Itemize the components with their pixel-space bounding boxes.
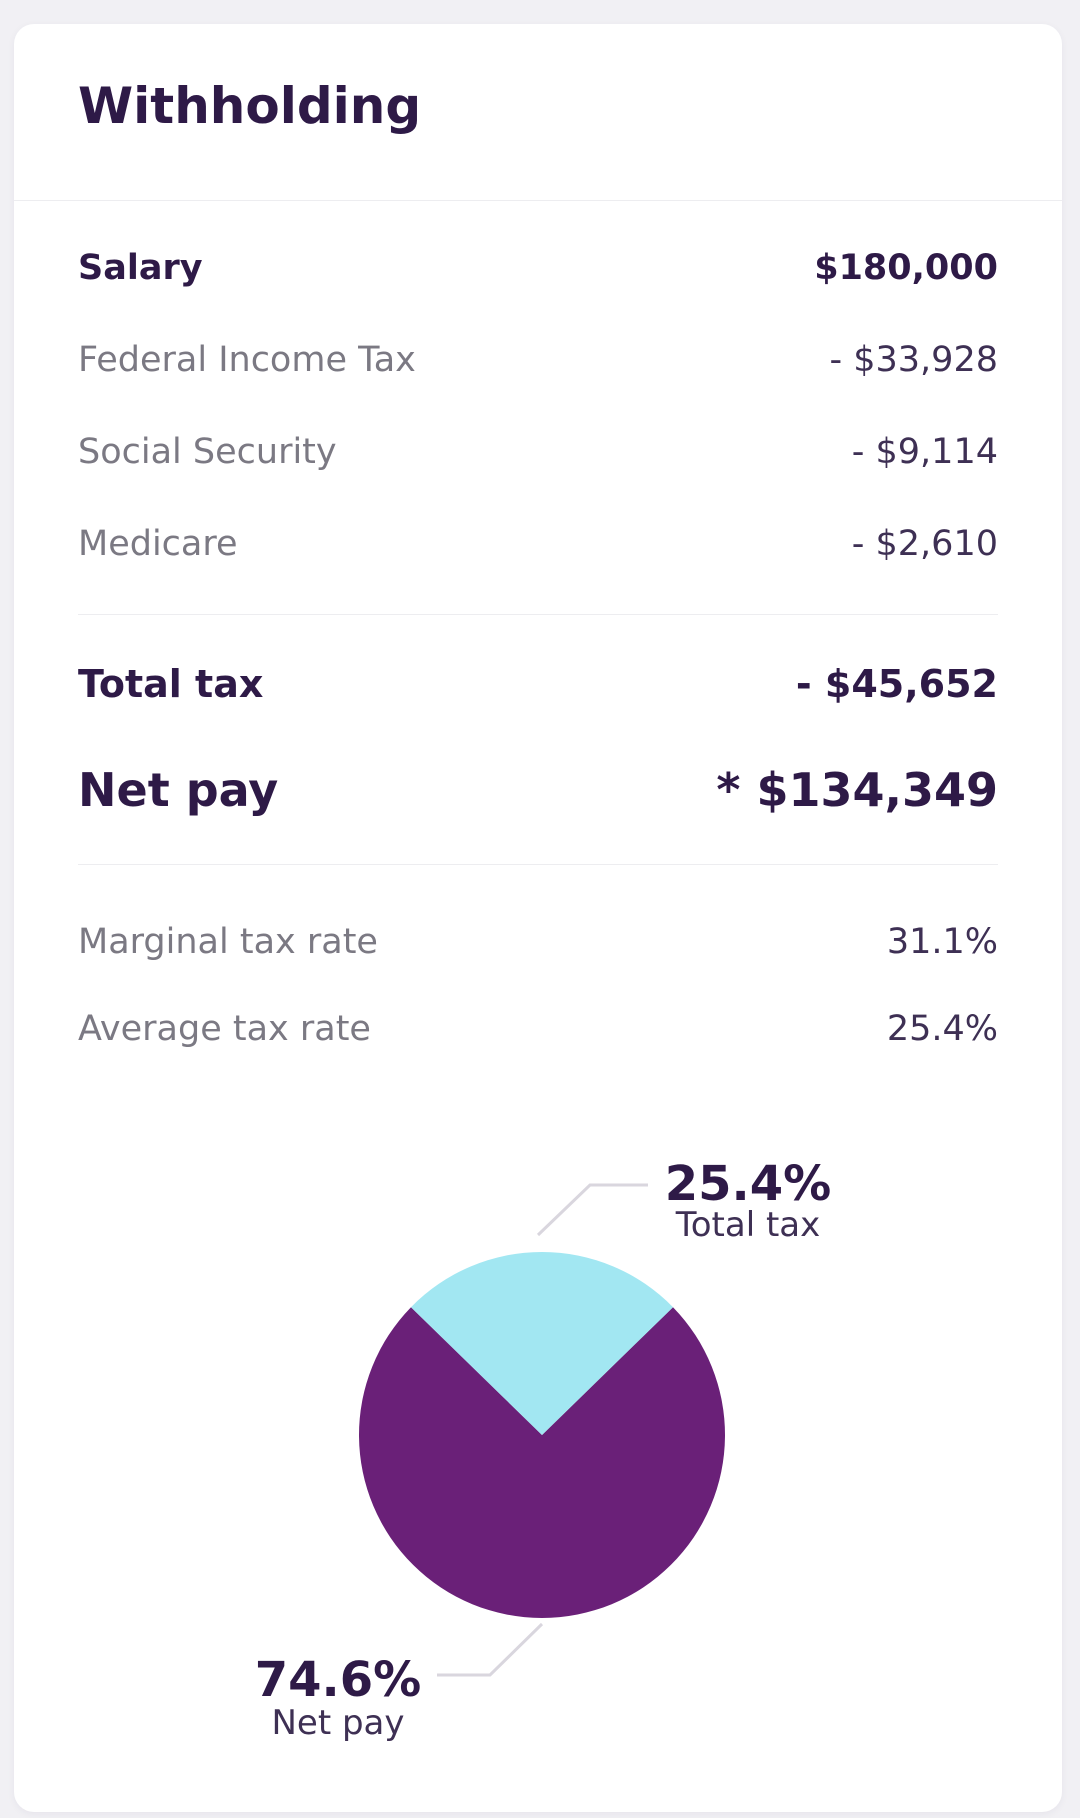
row-total-tax-label: Total tax (78, 662, 264, 706)
row-average-tax-rate-value: 25.4% (886, 1009, 998, 1049)
total-tax-pct-label: 25.4% (665, 1156, 832, 1212)
row-net-pay: Net pay * $134,349 (78, 761, 998, 819)
breakdown-list: Salary $180,000 Federal Income Tax - $33… (14, 201, 1062, 567)
row-federal-income-tax-value: - $33,928 (829, 340, 999, 380)
totals-section: Total tax - $45,652 Net pay * $134,349 (14, 615, 1062, 819)
pie-slice-total-tax[interactable] (411, 1251, 673, 1435)
row-marginal-tax-rate-label: Marginal tax rate (78, 922, 378, 962)
leader-line-total-tax (536, 1183, 648, 1237)
divider-above-rates (78, 864, 998, 865)
row-social-security: Social Security - $9,114 (78, 429, 998, 475)
row-total-tax-value: - $45,652 (795, 662, 998, 706)
row-marginal-tax-rate-value: 31.1% (886, 922, 998, 962)
row-net-pay-label: Net pay (78, 763, 279, 817)
row-marginal-tax-rate: Marginal tax rate 31.1% (78, 919, 998, 965)
total-tax-slice-name: Total tax (675, 1205, 821, 1245)
row-average-tax-rate: Average tax rate 25.4% (78, 1006, 998, 1052)
divider-above-totals (78, 614, 998, 615)
net-pay-slice-name: Net pay (271, 1703, 404, 1743)
row-social-security-label: Social Security (78, 432, 337, 472)
row-medicare: Medicare - $2,610 (78, 521, 998, 567)
row-medicare-label: Medicare (78, 524, 238, 564)
card-header: Withholding (14, 24, 1062, 201)
leader-line-net-pay (437, 1622, 544, 1677)
row-medicare-value: - $2,610 (851, 524, 998, 564)
row-federal-income-tax-label: Federal Income Tax (78, 340, 416, 380)
row-average-tax-rate-label: Average tax rate (78, 1009, 371, 1049)
rates-section: Marginal tax rate 31.1% Average tax rate… (14, 865, 1062, 1052)
row-salary-value: $180,000 (814, 248, 998, 288)
net-pay-pct-label: 74.6% (255, 1652, 422, 1708)
row-social-security-value: - $9,114 (851, 432, 998, 472)
pie-slice-net-pay[interactable] (359, 1307, 725, 1618)
pie-chart-svg: 25.4% Total tax 74.6% Net pay (255, 1156, 832, 1743)
row-federal-income-tax: Federal Income Tax - $33,928 (78, 337, 998, 383)
row-total-tax: Total tax - $45,652 (78, 659, 998, 709)
row-salary-label: Salary (78, 248, 203, 288)
page-title: Withholding (78, 77, 422, 135)
row-net-pay-value: * $134,349 (716, 763, 998, 817)
row-salary: Salary $180,000 (78, 245, 998, 291)
withholding-card: Withholding Salary $180,000 Federal Inco… (14, 24, 1062, 1812)
